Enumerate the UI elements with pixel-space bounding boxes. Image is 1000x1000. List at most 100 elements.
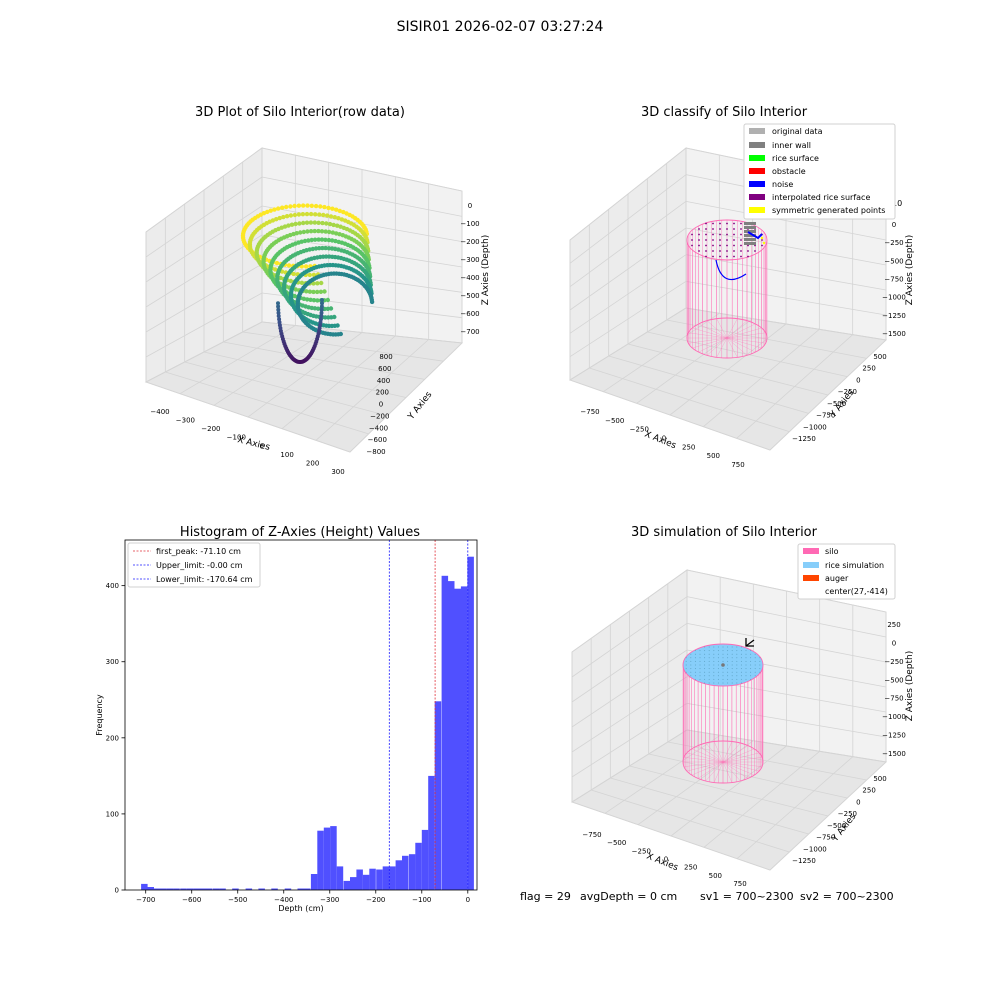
raw-point	[303, 264, 309, 269]
rice-sim-point	[690, 671, 692, 673]
interp-point	[733, 250, 735, 252]
rice-sim-point	[731, 646, 733, 648]
grid-line	[604, 735, 721, 814]
rice-sim-point	[713, 660, 715, 662]
interp-point	[712, 222, 714, 225]
rice-sim-point	[740, 660, 742, 662]
rice-sim-point	[699, 653, 701, 655]
classify-z-tick: −1500	[882, 330, 906, 338]
simulation-y-tick: −250	[838, 810, 857, 818]
raw-point	[313, 246, 319, 251]
classify-z-tick: −1000	[882, 294, 906, 302]
silo-bottom-spoke	[722, 748, 755, 763]
rice-sim-point	[745, 653, 747, 655]
inner-wall-point	[753, 226, 756, 229]
histogram-bar	[271, 888, 278, 890]
silo-bottom-spoke	[698, 323, 728, 339]
interp-point	[719, 244, 721, 247]
raw-point	[333, 238, 338, 244]
rice-sim-point	[750, 657, 752, 659]
silo-bottom-spoke	[722, 752, 760, 763]
histogram-bar	[258, 888, 265, 890]
raw-point	[309, 237, 314, 243]
silo-bottom-spoke	[683, 761, 724, 767]
legend-label-interp: interpolated rice surface	[772, 193, 870, 202]
rice-sim-point	[713, 653, 715, 655]
histogram-bar	[389, 866, 396, 890]
histogram-bar	[467, 556, 474, 890]
rice-sim-point	[754, 657, 756, 659]
silo-bottom-spoke	[706, 337, 728, 356]
raw-point	[323, 237, 328, 242]
rice-sim-point	[727, 682, 729, 684]
rice-sim-point	[704, 650, 706, 652]
rice-sim-point	[699, 668, 701, 670]
raw-point	[270, 218, 276, 223]
histogram-y-tick-label: 400	[106, 582, 119, 590]
raw-y-tick: 600	[378, 365, 391, 373]
raw-point	[369, 299, 375, 305]
interp-point	[712, 255, 714, 258]
rice-sim-point	[736, 660, 738, 662]
raw-point	[326, 237, 332, 243]
silo-top-rim	[686, 219, 768, 261]
rice-sim-point	[704, 678, 706, 680]
interp-point	[712, 244, 714, 247]
interp-point	[733, 255, 735, 258]
interp-point	[712, 233, 714, 236]
raw-point	[305, 297, 310, 302]
raw-grid	[145, 147, 463, 453]
interp-point	[712, 239, 714, 241]
raw-y-tick: 200	[376, 389, 389, 397]
histogram-x-tick-label: −500	[228, 896, 247, 904]
raw-point	[319, 307, 324, 312]
raw-z-tick: 0	[468, 202, 472, 210]
legend-label-sym: symmetric generated points	[772, 206, 885, 215]
raw-x-tick: −300	[176, 417, 195, 425]
rice-sim-point	[722, 660, 724, 662]
silo-bottom-spoke	[722, 761, 763, 767]
simulation-x-tick: 500	[709, 872, 722, 880]
histogram-bar	[323, 827, 331, 890]
rice-sim-point	[708, 675, 710, 677]
classify-plot-title: 3D classify of Silo Interior	[641, 105, 808, 120]
classify-z-top-tick: 10	[892, 199, 902, 208]
interp-point	[705, 222, 707, 225]
simulation-y-tick: −1000	[803, 845, 827, 853]
histogram-bar	[141, 883, 148, 890]
interp-point	[698, 239, 700, 241]
legend-swatch-rice-surface	[749, 155, 765, 161]
raw-point	[265, 209, 270, 215]
rice-sim-point	[713, 682, 715, 684]
histogram-bar	[343, 880, 351, 890]
rice-sim-point	[727, 675, 729, 677]
classify-x-tick: 500	[707, 452, 720, 460]
rice-sim-point	[713, 675, 715, 677]
rice-sim-point	[736, 675, 738, 677]
histogram-bar	[350, 877, 357, 890]
rice-sim-point	[685, 668, 687, 670]
legend-label-rice-sim: rice simulation	[825, 561, 884, 570]
raw-point	[277, 323, 282, 328]
inner-wall-point	[744, 242, 747, 245]
rice-sim-point	[690, 657, 692, 659]
rice-sim-point	[740, 653, 742, 655]
classify-y-tick: 500	[873, 353, 886, 361]
rice-sim-point	[722, 653, 724, 655]
rice-sim-point	[708, 657, 710, 659]
raw-y-ticks: 800 600 400 200 0 −200 −400 −600 −800	[366, 353, 392, 456]
rice-sim-point	[722, 646, 724, 648]
histogram-bar	[460, 586, 468, 890]
raw-point	[288, 213, 294, 218]
rice-sim-point	[722, 682, 724, 684]
symmetric-point	[760, 236, 764, 240]
raw-point	[322, 289, 327, 294]
silo-bottom-spoke	[722, 741, 733, 763]
raw-y-tick: −800	[366, 448, 385, 456]
raw-point	[304, 220, 310, 225]
rice-sim-point	[690, 660, 692, 662]
rice-sim-point	[740, 657, 742, 659]
rice-sim-point	[717, 653, 719, 655]
raw-z-tick: −200	[460, 238, 479, 246]
interp-point	[726, 239, 728, 241]
